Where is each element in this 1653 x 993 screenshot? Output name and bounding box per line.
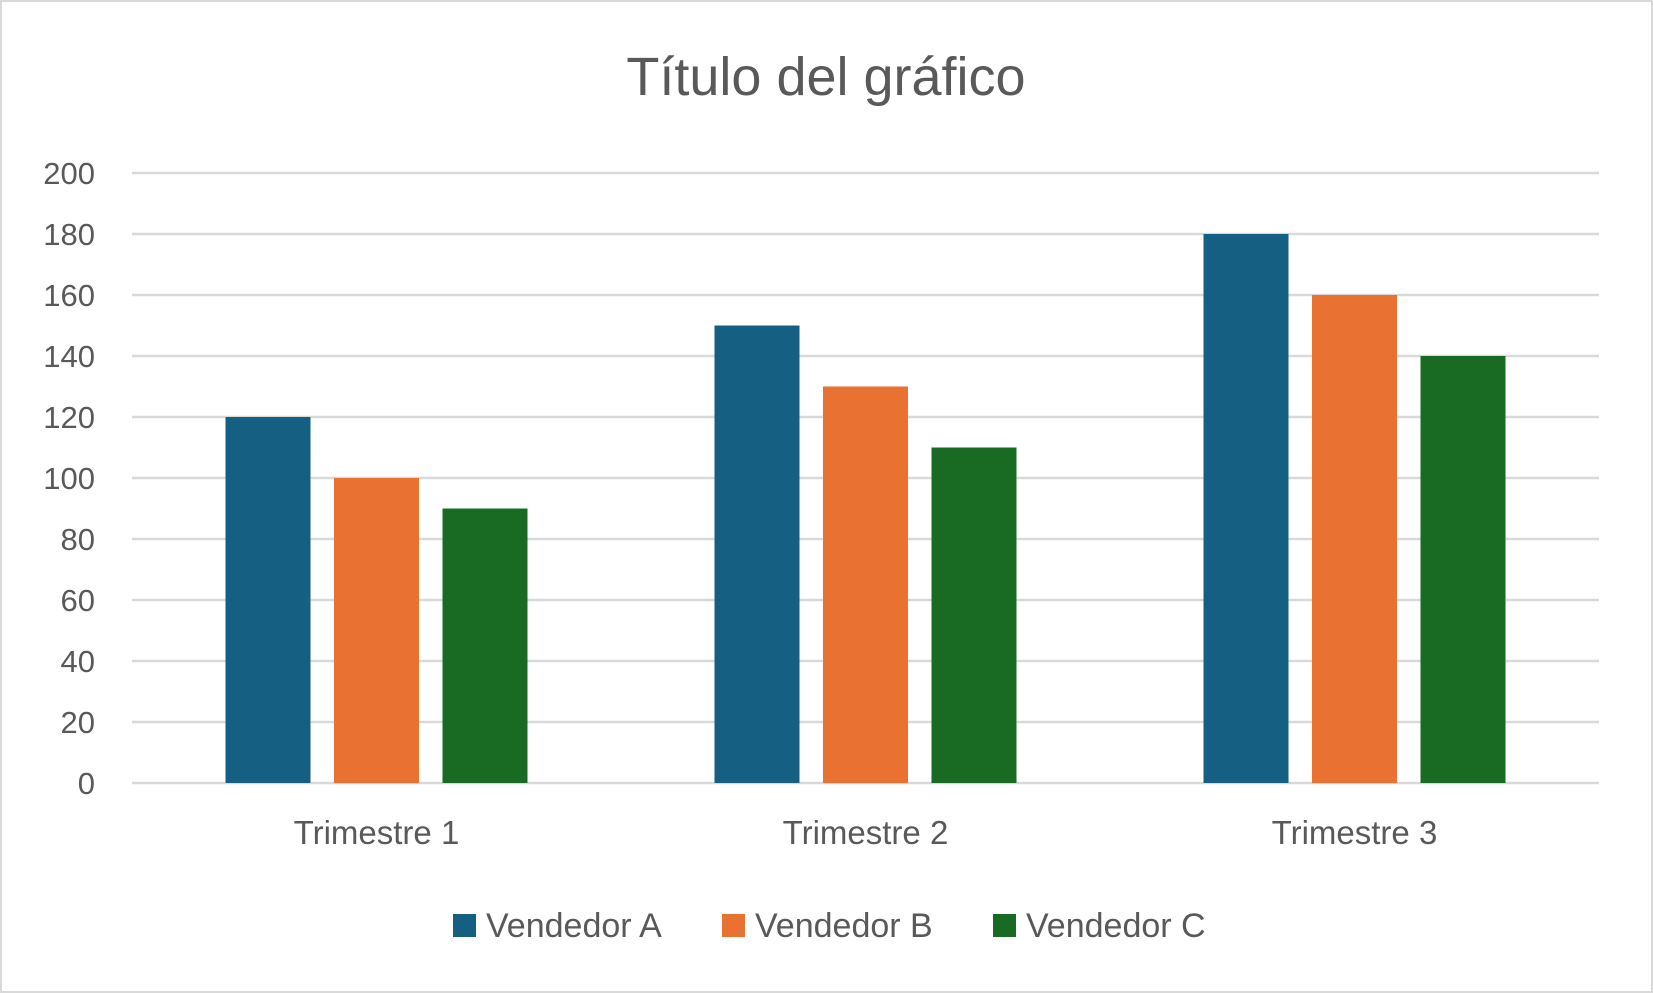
- bar-vendedor-a-trimestre-3: [1203, 234, 1289, 783]
- legend-item-vendedor-b: Vendedor B: [722, 907, 933, 945]
- legend-label: Vendedor B: [755, 907, 933, 945]
- y-tick-label: 180: [43, 217, 95, 252]
- y-tick-label: 0: [78, 766, 95, 801]
- y-axis-tick-labels: 0 20 40 60 80 100 120 140 160 180 200: [43, 156, 95, 801]
- bar-vendedor-b-trimestre-1: [334, 478, 419, 783]
- legend-swatch: [453, 914, 476, 937]
- bar-vendedor-c-trimestre-1: [442, 508, 528, 783]
- y-tick-label: 200: [43, 156, 95, 191]
- legend-item-vendedor-a: Vendedor A: [453, 907, 662, 945]
- legend-swatch: [993, 914, 1016, 937]
- y-tick-label: 120: [43, 400, 95, 435]
- y-tick-label: 20: [61, 705, 95, 740]
- x-axis-category-labels: Trimestre 1 Trimestre 2 Trimestre 3: [294, 814, 1438, 851]
- y-tick-label: 80: [61, 522, 95, 557]
- x-category-label: Trimestre 3: [1272, 814, 1438, 851]
- bar-groups: [225, 234, 1506, 783]
- bar-vendedor-b-trimestre-2: [823, 386, 908, 783]
- x-category-label: Trimestre 2: [783, 814, 949, 851]
- x-category-label: Trimestre 1: [294, 814, 460, 851]
- y-tick-label: 140: [43, 339, 95, 374]
- y-tick-label: 40: [61, 644, 95, 679]
- legend-swatch: [722, 914, 745, 937]
- bar-vendedor-a-trimestre-2: [714, 325, 800, 783]
- legend-label: Vendedor C: [1026, 907, 1206, 945]
- y-tick-label: 100: [43, 461, 95, 496]
- legend-item-vendedor-c: Vendedor C: [993, 907, 1206, 945]
- y-tick-label: 160: [43, 278, 95, 313]
- legend: Vendedor A Vendedor B Vendedor C: [453, 907, 1206, 945]
- bar-vendedor-a-trimestre-1: [225, 417, 311, 783]
- y-tick-label: 60: [61, 583, 95, 618]
- legend-label: Vendedor A: [486, 907, 662, 945]
- chart-title: Título del gráfico: [626, 47, 1025, 107]
- bar-vendedor-c-trimestre-3: [1420, 356, 1506, 783]
- bar-vendedor-c-trimestre-2: [931, 447, 1017, 783]
- bar-vendedor-b-trimestre-3: [1312, 295, 1397, 783]
